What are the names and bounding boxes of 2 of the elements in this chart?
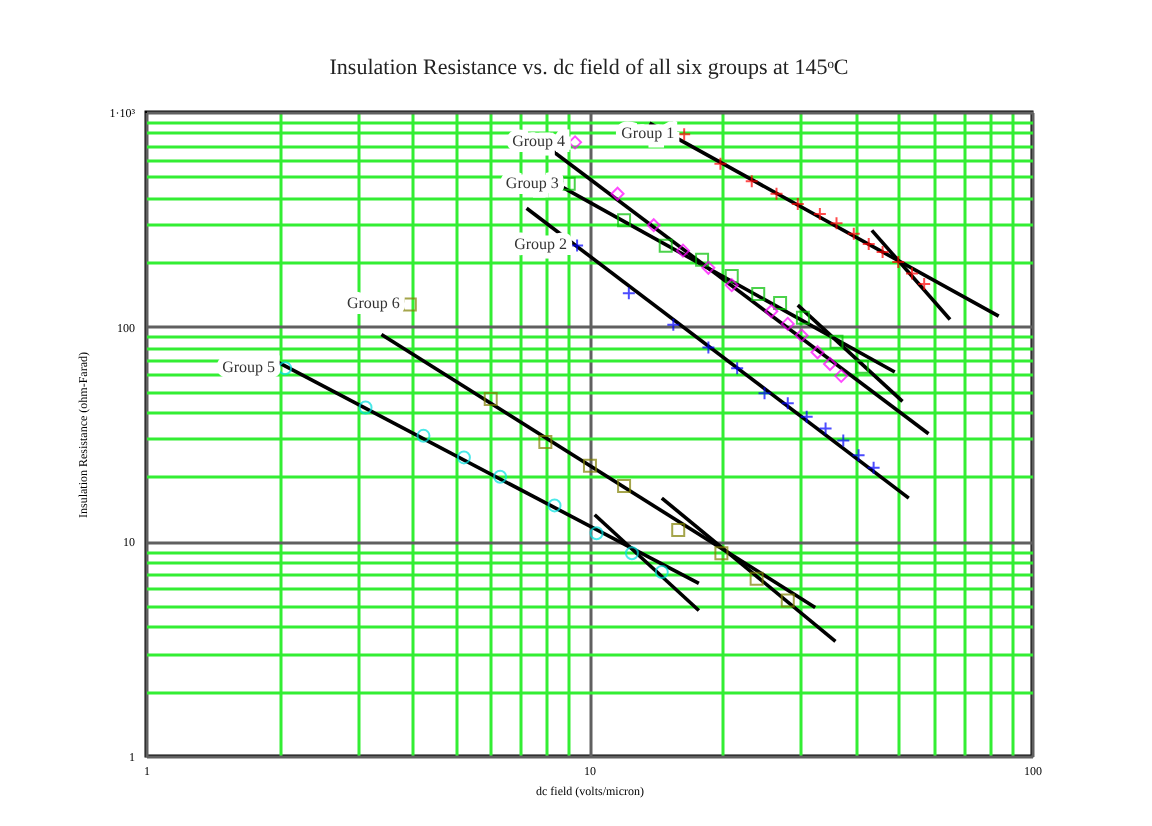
chart-title: Insulation Resistance vs. dc field of all six groups at 145ᵒC — [329, 56, 849, 80]
series-label: Group 5 — [222, 358, 276, 377]
